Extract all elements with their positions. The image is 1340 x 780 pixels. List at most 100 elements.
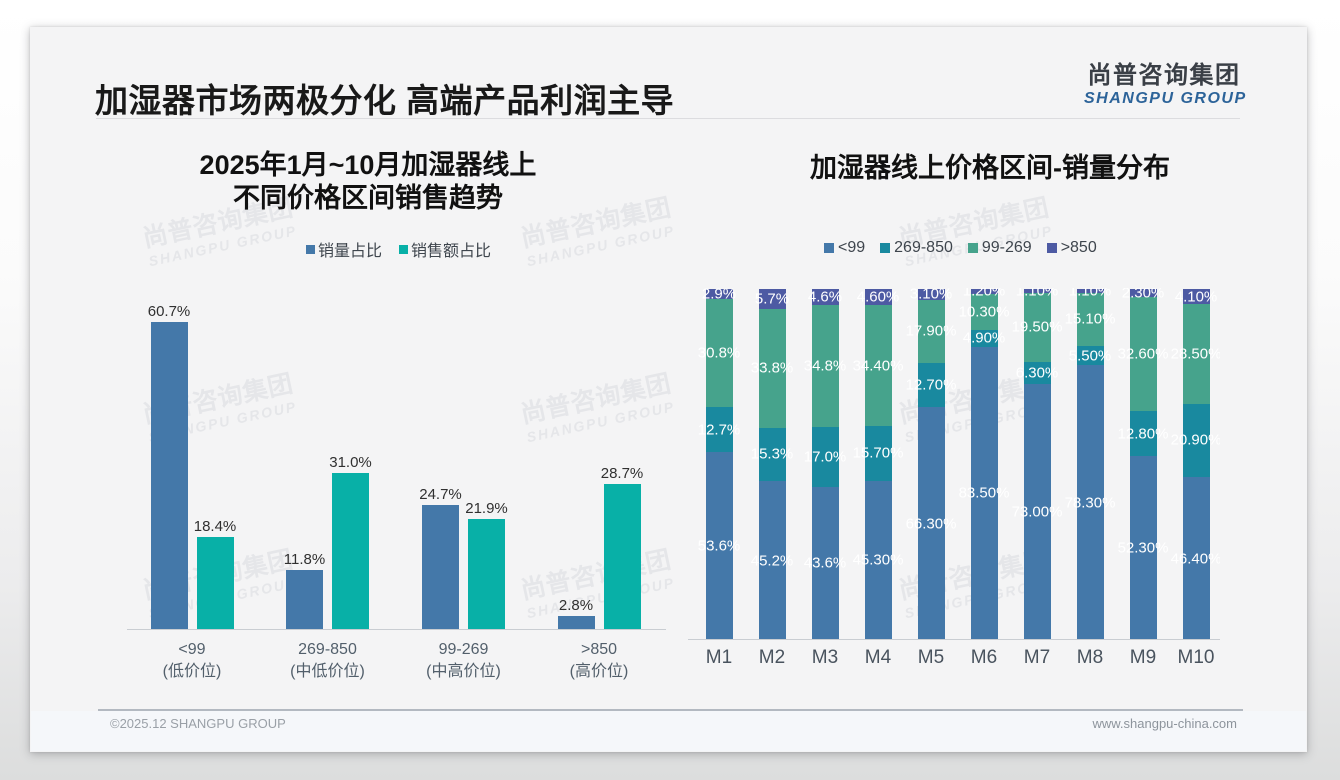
left-chart-title: 2025年1月~10月加湿器线上 不同价格区间销售趋势 <box>199 150 537 213</box>
stacked-bar-segment <box>1076 289 1104 293</box>
right-chart-x-axis <box>688 639 1220 640</box>
stacked-bar-segment <box>811 289 839 306</box>
segment-value-label: 1.10% <box>1068 288 1112 300</box>
footer-band <box>31 711 1306 751</box>
grouped-bar-segment <box>422 504 459 630</box>
stacked-bar-segment <box>1076 292 1104 346</box>
stacked-bar-segment <box>1023 361 1051 384</box>
stacked-bar-segment <box>1023 383 1051 639</box>
right-chart-legend: <99 269-850 99-269 >850 <box>824 239 1112 257</box>
segment-value-label: 83.50% <box>958 484 1010 502</box>
grouped-bar-segment <box>332 472 369 630</box>
legend-item: 销售额占比 <box>399 237 491 261</box>
segment-value-label: 4.6% <box>807 288 843 306</box>
segment-value-label: 34.8% <box>803 357 847 375</box>
x-axis-label: M9 <box>1129 647 1157 668</box>
page-title: 加湿器市场两极分化 高端产品利润主导 <box>95 82 675 119</box>
x-axis-label: M1 <box>705 647 733 668</box>
grouped-bar-segment <box>286 570 323 630</box>
stacked-bar-segment <box>1129 297 1157 412</box>
segment-value-label: 17.90% <box>905 322 957 340</box>
x-axis-label: M2 <box>758 647 786 668</box>
segment-value-label: 52.30% <box>1117 539 1169 557</box>
logo-english-name: SHANGPU GROUP <box>1084 90 1247 107</box>
stacked-bar-segment <box>864 305 892 426</box>
segment-value-label: 73.00% <box>1011 503 1063 521</box>
segment-value-label: 12.80% <box>1117 425 1169 443</box>
segment-value-label: 78.30% <box>1064 494 1116 512</box>
x-axis-label: 99-269 (中高价位) <box>426 641 501 680</box>
legend-swatch-icon <box>880 243 891 253</box>
legend-item: <99 <box>824 239 865 257</box>
company-logo: 尚普咨询集团 SHANGPU GROUP <box>1084 62 1247 108</box>
legend-label: <99 <box>838 239 866 256</box>
grouped-bar-segment <box>603 484 641 630</box>
segment-value-label: 12.70% <box>905 376 957 394</box>
stacked-bar-segment <box>705 289 733 300</box>
segment-value-label: 15.3% <box>750 445 794 463</box>
header-divider <box>96 118 1240 119</box>
stacked-bar-segment <box>970 329 998 347</box>
segment-value-label: 28.50% <box>1170 345 1220 363</box>
segment-value-label: 1.10% <box>1015 288 1059 300</box>
stacked-bar-segment <box>1182 403 1210 478</box>
stacked-bar-segment <box>917 362 945 408</box>
stacked-bar-segment <box>864 480 892 639</box>
right-chart-plot: 53.6% 12.7% 30.8% 2.9% 45.2% 15.3% 33.8% 5.7% 43… <box>688 288 1220 639</box>
stacked-bar-segment <box>864 289 892 306</box>
stacked-bar-segment <box>705 407 733 452</box>
legend-swatch-icon <box>306 244 315 254</box>
stacked-bar-segment <box>705 451 733 639</box>
segment-value-label: 45.30% <box>852 551 904 569</box>
grouped-bar-segment <box>468 518 505 630</box>
grouped-bar-segment <box>196 536 234 630</box>
legend-swatch-icon <box>399 244 409 254</box>
stacked-bar-segment <box>705 299 733 408</box>
legend-label: 269-850 <box>894 239 953 256</box>
x-axis-label: <99 (低价位) <box>162 641 222 680</box>
legend-item: 99-269 <box>967 239 1032 257</box>
x-axis-label: M10 <box>1177 647 1215 668</box>
segment-value-label: 12.7% <box>697 421 741 439</box>
stacked-bar-segment <box>917 407 945 639</box>
grouped-bar-segment <box>557 615 595 630</box>
stacked-bar-segment <box>917 299 945 363</box>
stacked-bar-segment <box>864 425 892 481</box>
stacked-bar-segment <box>1129 456 1157 639</box>
segment-value-label: 2.30% <box>1121 288 1165 302</box>
bar-value-label: 31.0% <box>329 453 372 471</box>
stacked-bar-segment <box>970 346 998 639</box>
segment-value-label: 5.50% <box>1068 347 1112 364</box>
x-axis-label: M8 <box>1076 647 1104 668</box>
segment-value-label: 4.10% <box>1174 288 1218 306</box>
logo-chinese-name: 尚普咨询集团 <box>1087 62 1241 89</box>
stacked-bar-segment <box>1182 289 1210 304</box>
segment-value-label: 46.40% <box>1170 550 1220 568</box>
x-axis-label: M6 <box>970 647 998 668</box>
x-axis-label: 269-850 (中低价位) <box>290 641 365 680</box>
segment-value-label: 6.30% <box>1015 364 1059 382</box>
legend-label: 99-269 <box>981 239 1032 256</box>
bar-value-label: 60.7% <box>147 303 191 320</box>
legend-swatch-icon <box>1046 243 1057 253</box>
footer-divider <box>98 709 1243 711</box>
grouped-bar-segment <box>150 322 188 630</box>
legend-swatch-icon <box>824 243 834 253</box>
left-chart-x-axis <box>127 629 666 630</box>
stacked-bar-segment <box>1129 289 1157 298</box>
stacked-bar-segment <box>1182 303 1210 404</box>
x-axis-label: M7 <box>1023 647 1051 668</box>
stacked-bar-segment <box>970 293 998 330</box>
segment-value-label: 19.50% <box>1011 318 1063 336</box>
stacked-bar-segment <box>758 427 786 482</box>
left-chart-legend: 销量占比 销售额占比 <box>306 237 508 261</box>
legend-item: 销量占比 <box>306 237 382 261</box>
legend-label: >850 <box>1060 239 1097 256</box>
stacked-bar-segment <box>1023 289 1051 294</box>
x-axis-label: M5 <box>917 647 945 668</box>
legend-label: 销量占比 <box>318 243 383 260</box>
bar-value-label: 28.7% <box>600 465 644 483</box>
legend-item: >850 <box>1046 239 1097 257</box>
segment-value-label: 3.10% <box>909 288 953 303</box>
segment-value-label: 53.6% <box>697 537 741 555</box>
